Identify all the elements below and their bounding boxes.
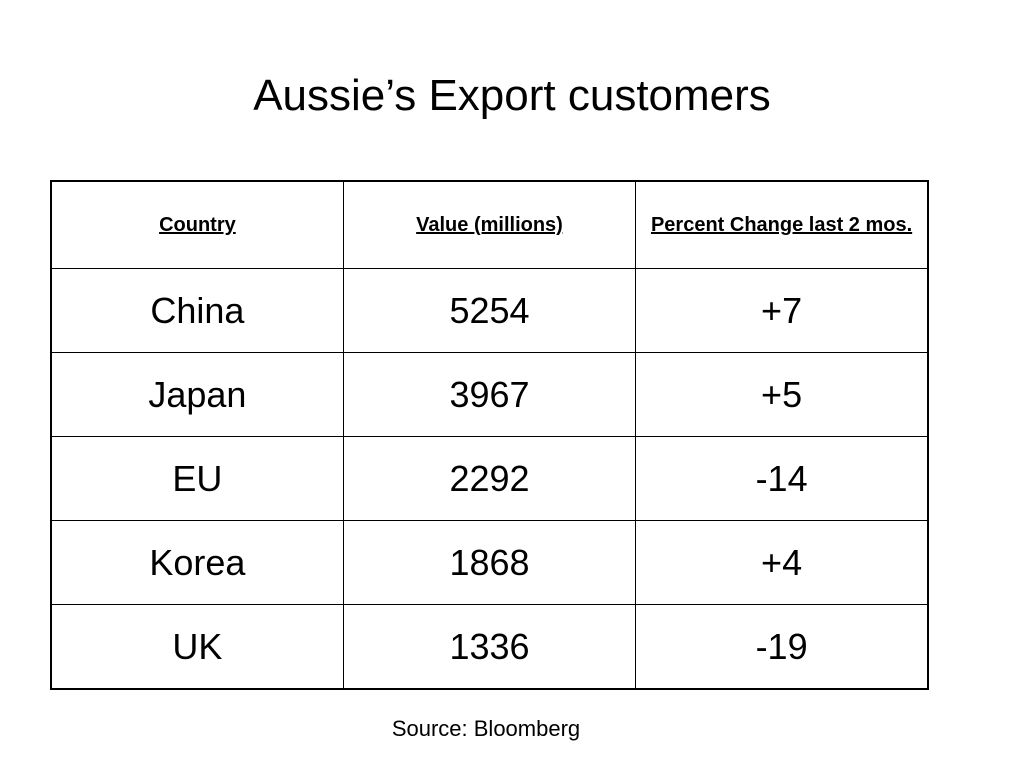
table-cell: 5254: [342, 268, 637, 353]
table-cell: Japan: [50, 352, 344, 437]
table-body: China 5254 +7 Japan 3967 +5 EU 2292 -14 Korea 1868…: [50, 268, 929, 690]
table-cell: +7: [635, 268, 929, 353]
table-cell: UK: [50, 604, 344, 690]
table-cell: 1336: [342, 604, 637, 690]
table-row: EU 2292 -14: [50, 436, 929, 521]
table-row: Korea 1868 +4: [50, 520, 929, 605]
table-cell: -19: [635, 604, 929, 690]
column-header: Country: [50, 180, 344, 269]
table-cell: 3967: [342, 352, 637, 437]
table-cell: +5: [635, 352, 929, 437]
table-cell: 2292: [342, 436, 637, 521]
table-row: China 5254 +7: [50, 268, 929, 353]
column-header: Value (millions): [342, 180, 637, 269]
table-cell: EU: [50, 436, 344, 521]
table-head: Country Value (millions) Percent Change la…: [50, 180, 929, 269]
table-cell: Korea: [50, 520, 344, 605]
header-row: Country Value (millions) Percent Change la…: [50, 180, 929, 269]
table-cell: -14: [635, 436, 929, 521]
slide-title: Aussie’s Export customers: [253, 71, 771, 120]
table-row: Japan 3967 +5: [50, 352, 929, 437]
table-cell: 1868: [342, 520, 637, 605]
column-header: Percent Change last 2 mos.: [635, 180, 929, 269]
export-table: Country Value (millions) Percent Change la…: [50, 180, 929, 690]
table-cell: +4: [635, 520, 929, 605]
table-row: UK 1336 -19: [50, 604, 929, 690]
source-note: Source: Bloomberg: [391, 716, 581, 741]
table-cell: China: [50, 268, 344, 353]
